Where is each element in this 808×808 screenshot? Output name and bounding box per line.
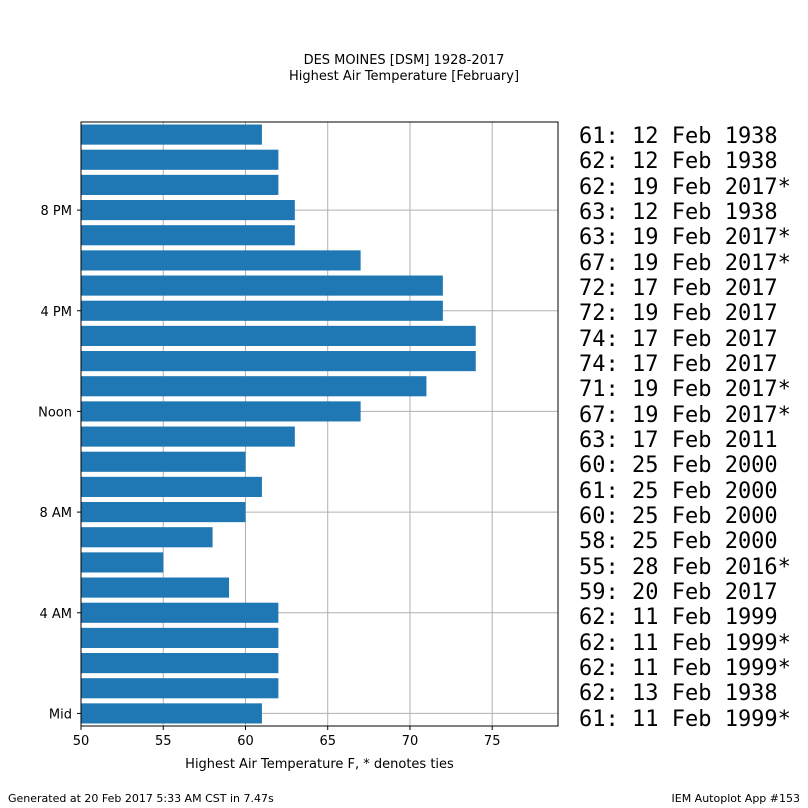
record-item: 63: 17 Feb 2011 (579, 427, 778, 453)
y-tick-label: Noon (38, 405, 72, 420)
bar-hour-18 (81, 250, 361, 271)
record-item: 62: 11 Feb 1999* (579, 655, 791, 681)
record-item: 55: 28 Feb 2016* (579, 554, 791, 580)
bar-hour-1 (81, 678, 279, 699)
plot-frame (80, 121, 559, 727)
bar-hour-8 (81, 502, 246, 523)
bar-hour-10 (81, 451, 246, 472)
y-tick-label: Mid (49, 707, 72, 722)
record-item: 74: 17 Feb 2017 (579, 351, 778, 377)
x-tick-label: 75 (484, 734, 501, 749)
y-tick-label: 4 PM (41, 305, 72, 320)
record-item: 67: 19 Feb 2017* (579, 402, 791, 428)
bar-hour-12 (81, 401, 361, 422)
record-item: 60: 25 Feb 2000 (579, 503, 778, 529)
record-item: 62: 13 Feb 1938 (579, 681, 778, 707)
record-item: 74: 17 Feb 2017 (579, 326, 778, 352)
record-item: 62: 11 Feb 1999 (579, 605, 778, 631)
bar-hour-21 (81, 174, 279, 195)
chart-subtitle: Highest Air Temperature [February] (288, 69, 520, 84)
x-tick-label: 50 (73, 734, 90, 749)
x-tick-label: 60 (237, 734, 254, 749)
record-item: 67: 19 Feb 2017* (579, 250, 791, 276)
bar-hour-13 (81, 376, 427, 397)
bar-hour-23 (81, 124, 262, 145)
record-item: 58: 25 Feb 2000 (579, 529, 778, 555)
record-item: 71: 19 Feb 2017* (579, 377, 791, 403)
bar-hour-22 (81, 149, 279, 170)
bar-hour-3 (81, 627, 279, 648)
axis-ticks: 50 55 60 65 70 75 Mid 4 AM 8 AM Noon 4 PM 8 PM (38, 204, 500, 749)
record-item: 62: 12 Feb 1938 (579, 149, 778, 175)
app-credit: IEM Autoplot App #153 (671, 792, 801, 805)
record-item: 62: 19 Feb 2017* (579, 174, 791, 200)
bar-hour-14 (81, 351, 476, 372)
bar-hour-15 (81, 325, 476, 346)
bar-hour-6 (81, 552, 164, 573)
y-tick-label: 8 AM (39, 506, 72, 521)
record-item: 61: 25 Feb 2000 (579, 478, 778, 504)
record-item: 60: 25 Feb 2000 (579, 453, 778, 479)
x-tick-label: 55 (155, 734, 172, 749)
bar-hour-17 (81, 275, 443, 296)
bars (81, 124, 476, 724)
record-item: 63: 12 Feb 1938 (579, 199, 778, 225)
generated-note: Generated at 20 Feb 2017 5:33 AM CST in … (8, 792, 274, 805)
bar-hour-9 (81, 476, 262, 497)
record-item: 62: 11 Feb 1999* (579, 630, 791, 656)
x-tick-label: 70 (402, 734, 419, 749)
bar-hour-7 (81, 527, 213, 548)
record-item: 72: 17 Feb 2017 (579, 275, 778, 301)
record-item: 61: 11 Feb 1999* (579, 706, 791, 732)
bar-hour-5 (81, 577, 230, 598)
x-axis-label: Highest Air Temperature F, * denotes tie… (185, 757, 454, 772)
bar-hour-4 (81, 602, 279, 623)
chart-title: DES MOINES [DSM] 1928-2017 (303, 53, 505, 68)
record-list: 61: 12 Feb 1938 62: 12 Feb 1938 62: 19 Feb… (579, 124, 791, 732)
record-item: 72: 19 Feb 2017 (579, 301, 778, 327)
record-item: 59: 20 Feb 2017 (579, 579, 778, 605)
record-item: 63: 19 Feb 2017* (579, 225, 791, 251)
x-tick-label: 65 (319, 734, 336, 749)
bar-hour-20 (81, 200, 295, 221)
bar-hour-11 (81, 426, 295, 447)
bar-hour-2 (81, 653, 279, 674)
record-item: 61: 12 Feb 1938 (579, 124, 778, 149)
y-tick-label: 4 AM (39, 607, 72, 622)
bar-hour-16 (81, 300, 443, 321)
bar-hour-0 (81, 703, 262, 724)
bar-hour-19 (81, 225, 295, 246)
y-tick-label: 8 PM (41, 204, 72, 219)
